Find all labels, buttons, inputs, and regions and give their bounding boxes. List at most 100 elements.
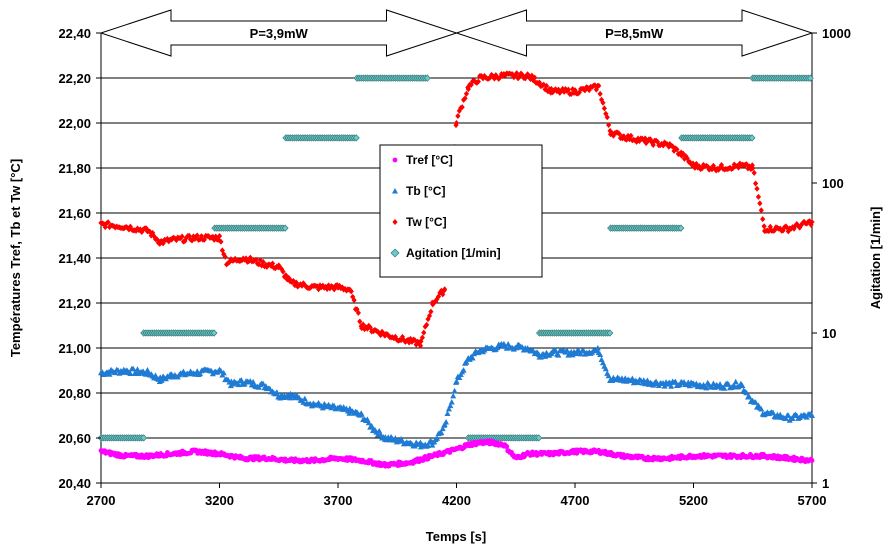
data-point [220, 369, 227, 376]
data-point [518, 70, 524, 77]
data-point [130, 365, 137, 372]
data-point [703, 384, 710, 391]
legend-label: Tref [°C] [406, 153, 453, 167]
data-point [607, 127, 613, 134]
data-point [194, 232, 200, 239]
y2-tick-label: 1 [822, 476, 829, 491]
data-point [585, 84, 591, 91]
data-point [552, 86, 559, 93]
data-point [761, 223, 767, 230]
data-point [686, 382, 693, 389]
data-point [532, 74, 538, 81]
data-point [700, 161, 707, 168]
legend-marker [392, 157, 398, 163]
data-point [635, 379, 642, 385]
data-point [351, 297, 357, 304]
data-point [565, 86, 571, 93]
data-point [668, 383, 675, 389]
data-point [514, 70, 520, 77]
y-tick-label: 21,60 [58, 206, 91, 221]
data-point [788, 225, 794, 232]
data-point [105, 219, 111, 226]
data-point [325, 282, 332, 289]
data-point [406, 339, 412, 346]
data-point [127, 370, 134, 376]
data-point [785, 228, 791, 235]
data-point [365, 419, 372, 426]
data-point [563, 347, 570, 353]
data-point [425, 442, 432, 448]
data-point [222, 253, 228, 260]
data-point [456, 374, 463, 381]
data-point [357, 318, 363, 325]
y-tick-label: 21,00 [58, 341, 91, 356]
data-point [218, 238, 224, 245]
data-point [666, 143, 672, 150]
data-point [465, 86, 471, 93]
data-point [644, 138, 651, 145]
data-point [348, 288, 354, 295]
data-point [639, 135, 645, 142]
data-point [582, 87, 588, 94]
data-point [460, 367, 467, 373]
data-point [743, 389, 750, 396]
series-0 [98, 438, 815, 469]
data-point [260, 258, 266, 265]
data-point [671, 147, 677, 154]
power-label: P=3,9mW [250, 26, 309, 41]
data-point [354, 306, 360, 313]
data-point [809, 458, 815, 463]
data-point [526, 72, 532, 79]
legend: Tref [°C] Tb [°C] Tw [°C] Agitation [1/min] [379, 144, 543, 278]
data-point [134, 366, 141, 372]
data-point [417, 342, 424, 349]
data-point [438, 287, 444, 294]
x-tick-label: 4700 [561, 493, 590, 508]
data-point [443, 418, 450, 425]
data-point [809, 412, 815, 418]
data-point [261, 263, 268, 270]
data-point [806, 74, 814, 82]
data-point [158, 377, 165, 383]
data-point [360, 321, 366, 328]
data-point [297, 281, 304, 288]
data-point [429, 442, 436, 448]
data-point [292, 282, 298, 289]
data-point [730, 165, 736, 172]
data-point [263, 261, 269, 268]
data-point [355, 309, 361, 316]
data-point [267, 261, 273, 268]
data-point [469, 354, 476, 361]
y2-axis-label: Agitation [1/min] [868, 207, 883, 310]
data-point [629, 375, 636, 381]
data-point [106, 371, 113, 377]
data-point [413, 341, 419, 348]
data-point [500, 72, 506, 79]
data-point [317, 282, 323, 289]
data-point [610, 132, 616, 139]
y-tick-label: 21,40 [58, 251, 91, 266]
legend-label: Agitation [1/min] [406, 246, 501, 260]
data-point [273, 389, 280, 395]
y-tick-label: 22,00 [58, 116, 91, 131]
data-point [468, 81, 474, 88]
data-point [677, 224, 685, 232]
y2-tick-label: 1000 [822, 26, 851, 41]
data-point [210, 329, 218, 337]
data-point [606, 329, 614, 337]
data-point [260, 380, 267, 387]
data-point [604, 114, 610, 121]
data-point [527, 76, 534, 83]
y-tick-label: 20,40 [58, 476, 91, 491]
y-tick-label: 20,80 [58, 386, 91, 401]
data-point [721, 385, 728, 391]
data-point [792, 222, 799, 229]
data-point [235, 381, 242, 388]
data-point [411, 442, 418, 449]
data-point [667, 141, 673, 148]
data-point [179, 233, 185, 240]
data-point [268, 262, 274, 269]
data-point [525, 71, 531, 78]
data-point [412, 337, 418, 344]
data-point [537, 354, 544, 360]
